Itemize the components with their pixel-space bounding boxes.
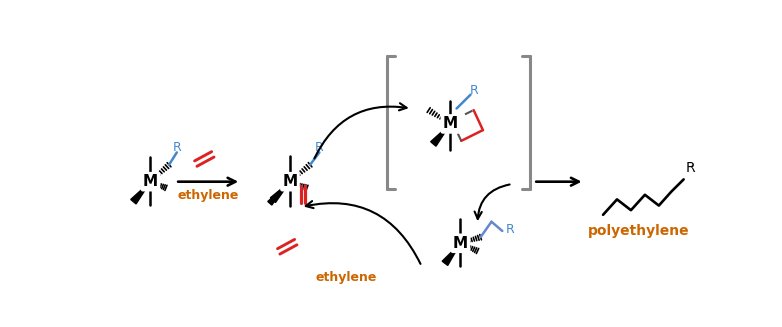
Polygon shape <box>442 243 461 266</box>
Text: R: R <box>172 141 181 154</box>
Text: R: R <box>505 223 514 236</box>
Text: ethylene: ethylene <box>315 271 376 284</box>
Polygon shape <box>431 124 450 146</box>
Text: M: M <box>143 174 158 189</box>
Text: R: R <box>315 141 324 154</box>
Text: R: R <box>469 84 478 96</box>
Polygon shape <box>271 182 290 202</box>
Text: M: M <box>443 116 458 131</box>
Text: M: M <box>282 174 297 189</box>
Text: R: R <box>686 161 696 175</box>
Text: M: M <box>453 236 468 251</box>
Text: ethylene: ethylene <box>178 189 239 202</box>
Polygon shape <box>131 182 150 204</box>
Text: polyethylene: polyethylene <box>588 224 690 238</box>
Polygon shape <box>267 188 284 205</box>
